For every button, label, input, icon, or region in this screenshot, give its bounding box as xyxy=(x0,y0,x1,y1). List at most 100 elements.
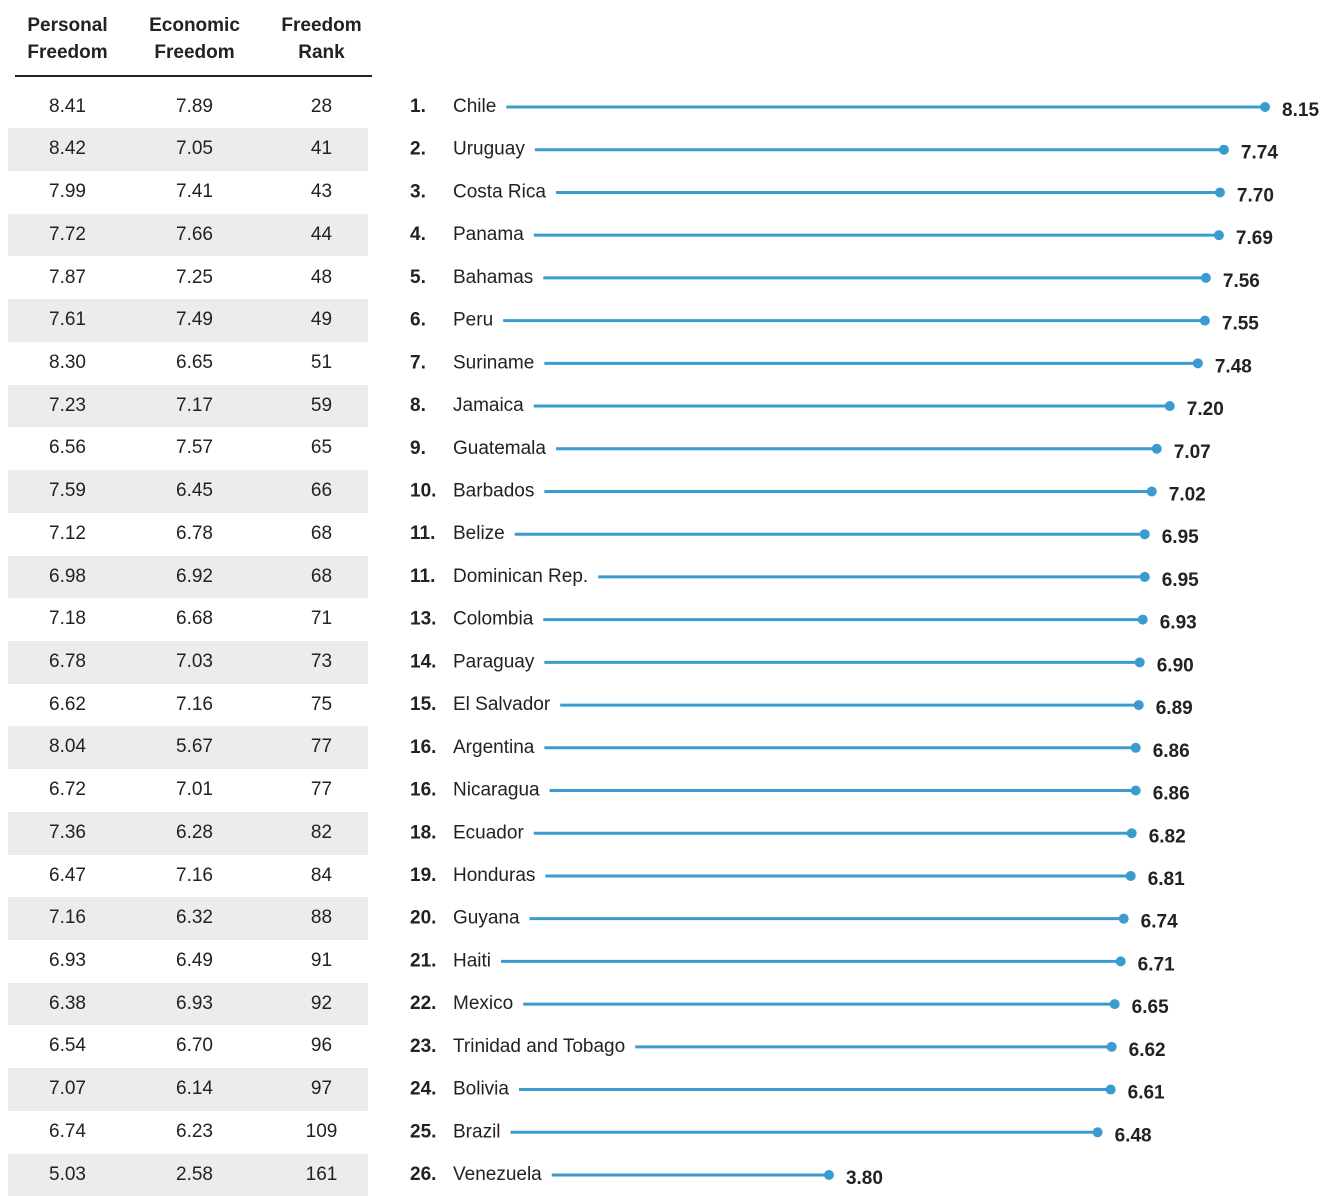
category-label: Uruguay xyxy=(453,139,525,160)
rank-label: 24. xyxy=(410,1079,436,1100)
table-cell: 6.54 xyxy=(49,1035,86,1057)
rank-label: 8. xyxy=(410,395,426,416)
table-row: 7.18 6.68 71 xyxy=(8,598,368,641)
lollipop-dot xyxy=(1106,1041,1117,1052)
value-label: 7.48 xyxy=(1215,356,1252,377)
table-row: 7.23 7.17 59 xyxy=(8,384,368,428)
category-label: Trinidad and Tobago xyxy=(453,1036,625,1057)
table-row: 6.93 6.49 91 xyxy=(8,940,368,983)
lollipop-dot xyxy=(1130,785,1141,796)
table-cell: 6.98 xyxy=(49,565,86,587)
lollipop-dot xyxy=(1192,358,1203,369)
table-cell: 7.16 xyxy=(176,864,213,886)
table-cell: 7.99 xyxy=(49,181,86,203)
table-cell: 6.23 xyxy=(176,1120,213,1142)
lollipop-dot xyxy=(1151,443,1162,454)
table-cell: 59 xyxy=(310,394,333,416)
rank-label: 9. xyxy=(410,438,426,459)
table-cell: 7.25 xyxy=(176,266,213,288)
rank-label: 13. xyxy=(410,609,436,630)
value-label: 7.55 xyxy=(1222,314,1259,335)
table-row: 7.07 6.14 97 xyxy=(8,1068,368,1111)
table-cell: 77 xyxy=(310,779,333,801)
table-cell: 68 xyxy=(310,522,333,544)
lollipop-dot xyxy=(1137,614,1148,625)
table-row: 6.78 7.03 73 xyxy=(8,641,368,684)
value-label: 6.81 xyxy=(1148,869,1185,890)
table-cell: 7.07 xyxy=(49,1078,86,1100)
rank-label: 16. xyxy=(410,737,436,758)
table-row: 7.61 7.49 49 xyxy=(8,299,368,342)
value-label: 6.82 xyxy=(1149,826,1186,847)
column-header: Personal Freedom xyxy=(27,15,108,63)
table-cell: 7.23 xyxy=(49,394,86,416)
lollipop-dot xyxy=(1164,401,1175,412)
table-cell: 7.36 xyxy=(49,821,86,843)
lollipop-dot xyxy=(1109,999,1120,1010)
rank-label: 25. xyxy=(410,1121,436,1142)
rank-label: 4. xyxy=(410,224,426,245)
table-row: 8.04 5.67 77 xyxy=(8,726,368,770)
table-cell: 6.93 xyxy=(176,992,213,1014)
rank-label: 26. xyxy=(410,1164,436,1185)
table-row: 6.72 7.01 77 xyxy=(8,769,368,812)
value-label: 6.48 xyxy=(1115,1125,1152,1146)
value-label: 7.74 xyxy=(1241,143,1278,164)
table-cell: 7.57 xyxy=(176,437,213,459)
rank-label: 11. xyxy=(410,523,435,544)
table-cell: 43 xyxy=(310,181,333,203)
category-label: Barbados xyxy=(453,480,534,501)
table-cell: 6.28 xyxy=(176,821,213,843)
category-label: Honduras xyxy=(453,865,535,886)
value-label: 6.90 xyxy=(1157,655,1194,676)
lollipop-dot xyxy=(1213,230,1224,241)
rank-label: 20. xyxy=(410,908,436,929)
rank-label: 19. xyxy=(410,865,436,886)
table-cell: 6.14 xyxy=(176,1078,213,1100)
value-label: 6.95 xyxy=(1162,570,1199,591)
table-cell: 44 xyxy=(310,223,333,245)
table-cell: 77 xyxy=(310,736,333,758)
value-label: 6.86 xyxy=(1153,784,1190,805)
table-cell: 6.45 xyxy=(176,480,213,502)
table-cell: 41 xyxy=(310,138,333,160)
category-label: Suriname xyxy=(453,352,534,373)
table-cell: 66 xyxy=(310,480,333,502)
value-label: 7.69 xyxy=(1236,228,1273,249)
table-cell: 28 xyxy=(310,95,333,117)
category-label: El Salvador xyxy=(453,694,551,715)
table-cell: 8.04 xyxy=(49,736,86,758)
table-cell: 6.72 xyxy=(49,779,86,801)
value-label: 6.65 xyxy=(1132,997,1169,1018)
rank-label: 7. xyxy=(410,352,426,373)
category-label: Guyana xyxy=(453,908,520,929)
lollipop-dot xyxy=(1133,700,1144,711)
lollipop-dot xyxy=(1260,102,1271,112)
rank-label: 3. xyxy=(410,181,426,202)
table-cell: 7.89 xyxy=(176,95,213,117)
value-label: 6.74 xyxy=(1141,912,1178,933)
lollipop-dot xyxy=(1115,956,1126,967)
table-row: 8.41 7.89 28 xyxy=(8,86,368,129)
rank-label: 16. xyxy=(410,780,436,801)
lollipop-dot xyxy=(1130,742,1141,753)
value-label: 3.80 xyxy=(846,1168,883,1188)
table-cell: 7.49 xyxy=(176,309,213,331)
table-cell: 7.05 xyxy=(176,138,213,160)
table-cell: 71 xyxy=(310,608,333,630)
table-cell: 161 xyxy=(305,1163,338,1185)
lollipop-dot xyxy=(1218,144,1229,155)
category-label: Belize xyxy=(453,523,505,544)
table-cell: 6.56 xyxy=(49,437,86,459)
column-header: Economic Freedom xyxy=(149,15,240,63)
category-label: Venezuela xyxy=(453,1164,542,1185)
table-row: 7.36 6.28 82 xyxy=(8,811,368,855)
table-cell: 2.58 xyxy=(176,1163,213,1185)
lollipop-dot xyxy=(1092,1127,1103,1138)
table-cell: 68 xyxy=(310,565,333,587)
table-cell: 6.49 xyxy=(176,950,213,972)
rank-label: 2. xyxy=(410,139,426,160)
value-label: 7.70 xyxy=(1237,185,1274,206)
